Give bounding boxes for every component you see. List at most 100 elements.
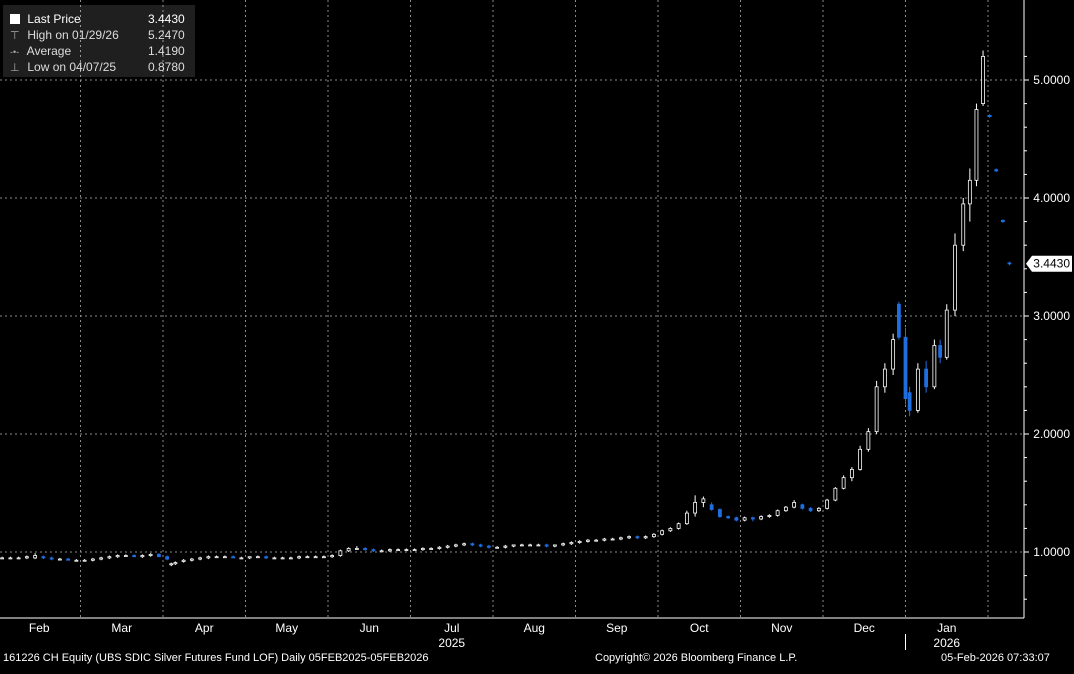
candle-body bbox=[445, 545, 450, 548]
x-year-label: 2025 bbox=[438, 636, 465, 650]
candle-body bbox=[808, 507, 813, 512]
legend-value: 5.2470 bbox=[148, 28, 185, 42]
candle-body bbox=[627, 536, 632, 539]
candle-body bbox=[264, 556, 269, 559]
candle-body bbox=[882, 368, 887, 388]
x-year-label: 2026 bbox=[933, 636, 960, 650]
candle-body bbox=[858, 448, 863, 470]
candle-body bbox=[569, 542, 574, 545]
candle-body bbox=[486, 545, 491, 548]
candle-body bbox=[651, 533, 656, 538]
low-marker-icon: ⊥ bbox=[10, 62, 20, 74]
candle-body bbox=[330, 555, 335, 558]
candle-body bbox=[82, 559, 87, 562]
legend-value: 0.8780 bbox=[148, 60, 185, 74]
candle-body bbox=[577, 540, 582, 543]
candle-body bbox=[924, 368, 929, 388]
candle-body bbox=[169, 563, 174, 566]
candle-body bbox=[961, 203, 966, 246]
candle-body bbox=[495, 546, 500, 549]
candle-body bbox=[684, 512, 689, 525]
x-month-label: Jun bbox=[360, 621, 379, 635]
candle-body bbox=[8, 557, 13, 560]
candle-body bbox=[717, 509, 722, 517]
candle-body bbox=[602, 538, 607, 541]
y-tick-label: 4.0000 bbox=[1033, 191, 1070, 205]
last-price-tag bbox=[1026, 255, 1072, 272]
candle-body bbox=[693, 502, 698, 514]
candle-body bbox=[944, 309, 949, 358]
candle-body bbox=[470, 543, 475, 546]
candle-body bbox=[668, 528, 673, 532]
candle-body bbox=[313, 556, 318, 559]
legend-label: Last Price bbox=[27, 12, 81, 26]
legend-item-average: -•- Average bbox=[10, 44, 71, 58]
candle-body bbox=[816, 507, 821, 512]
candle-body bbox=[148, 553, 153, 556]
candle-body bbox=[903, 336, 908, 399]
candle-body bbox=[123, 555, 128, 557]
x-month-label: Dec bbox=[854, 621, 875, 635]
footer-timestamp: 05-Feb-2026 07:33:07 bbox=[941, 652, 1050, 664]
candle-body bbox=[272, 557, 277, 560]
candle-body bbox=[66, 558, 71, 561]
x-month-label: Sep bbox=[606, 621, 628, 635]
candle-body bbox=[544, 544, 549, 547]
candle-body bbox=[866, 431, 871, 450]
candle-body bbox=[280, 557, 285, 560]
x-month-label: Apr bbox=[195, 621, 214, 635]
x-month-label: Mar bbox=[111, 621, 132, 635]
candle-body bbox=[379, 550, 384, 553]
candle-body bbox=[825, 499, 830, 509]
candle-body bbox=[833, 487, 838, 501]
candle-body bbox=[726, 516, 731, 519]
candle-body bbox=[41, 556, 46, 559]
candle-body bbox=[462, 543, 467, 546]
candle-body bbox=[552, 544, 557, 547]
x-month-label: Jul bbox=[444, 621, 459, 635]
candle-body bbox=[24, 556, 29, 559]
candle-body bbox=[453, 544, 458, 547]
candle-body bbox=[594, 539, 599, 542]
candle-body bbox=[974, 109, 979, 181]
candle-body bbox=[354, 548, 359, 550]
legend-label: Low on 04/07/25 bbox=[27, 60, 117, 74]
candle-body bbox=[74, 559, 79, 562]
legend-label: High on 01/29/26 bbox=[27, 28, 119, 42]
footer-copyright: Copyright© 2026 Bloomberg Finance L.P. bbox=[595, 652, 798, 664]
candle-body bbox=[891, 339, 896, 370]
y-tick-label: 2.0000 bbox=[1033, 427, 1070, 441]
candle-body bbox=[938, 345, 943, 358]
x-month-label: Feb bbox=[29, 621, 50, 635]
legend-label: Average bbox=[26, 44, 72, 58]
candle-body bbox=[198, 557, 203, 560]
candle-body bbox=[297, 556, 302, 559]
candle-body bbox=[371, 549, 376, 552]
candle-body bbox=[841, 477, 846, 489]
candle-body bbox=[915, 368, 920, 411]
candle-body bbox=[742, 517, 747, 521]
candle-body bbox=[165, 556, 170, 560]
legend bbox=[3, 5, 195, 77]
candle-body bbox=[932, 345, 937, 388]
candle-body bbox=[181, 559, 186, 562]
candle-body bbox=[321, 556, 326, 559]
candle-body bbox=[396, 549, 401, 552]
candle-body bbox=[618, 537, 623, 540]
legend-item-low: ⊥ Low on 04/07/25 bbox=[10, 60, 116, 74]
candle-body bbox=[701, 498, 706, 503]
candle-body bbox=[528, 544, 533, 547]
x-month-label: Nov bbox=[771, 621, 792, 635]
candle-body bbox=[247, 556, 252, 559]
candle-body bbox=[643, 536, 648, 539]
candle-body bbox=[0, 557, 5, 560]
average-line-icon: -•- bbox=[10, 47, 20, 57]
candle-body bbox=[1000, 220, 1005, 222]
candle-body bbox=[90, 558, 95, 561]
high-marker-icon: ⊤ bbox=[10, 30, 20, 42]
y-tick-label: 3.0000 bbox=[1033, 309, 1070, 323]
y-tick-label: 5.0000 bbox=[1033, 73, 1070, 87]
candle-body bbox=[994, 169, 999, 172]
